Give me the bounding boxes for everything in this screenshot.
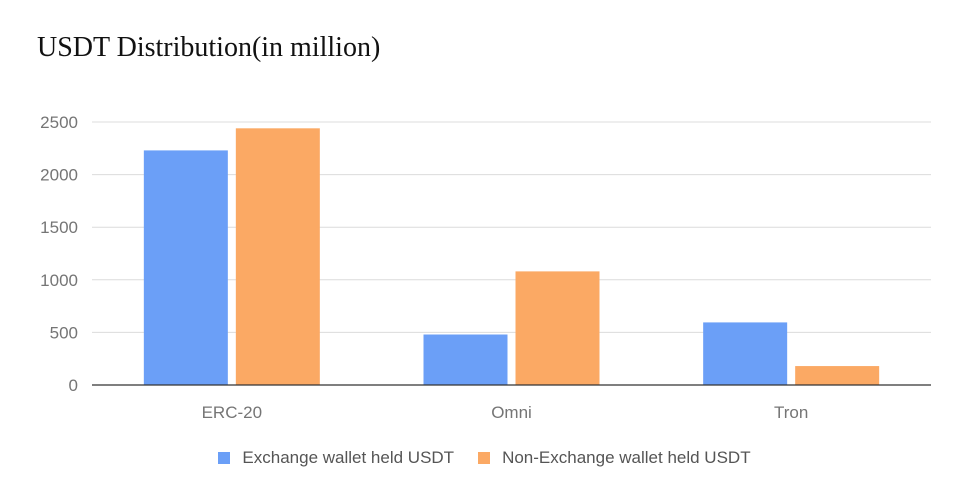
gridlines	[92, 121, 931, 333]
bar-tron-series-0	[703, 322, 788, 385]
legend-swatch-exchange	[218, 452, 231, 464]
x-tick-label: Omni	[491, 403, 532, 422]
chart-plot: 0 500 1000 1500 2000 2500 ERC-20 Omni Tron	[40, 113, 931, 422]
y-tick-label: 1000	[40, 271, 78, 290]
y-tick-label: 2000	[40, 166, 78, 185]
x-tick-label: Tron	[774, 403, 808, 422]
x-axis-labels: ERC-20 Omni Tron	[202, 403, 809, 422]
bar-erc-20-series-0	[143, 150, 228, 385]
y-tick-label: 1500	[40, 218, 78, 237]
bar-tron-series-1	[795, 366, 880, 385]
legend-item-exchange: Exchange wallet held USDT	[218, 448, 454, 468]
y-tick-label: 0	[69, 376, 78, 395]
bar-omni-series-1	[515, 271, 600, 385]
legend-label-non-exchange: Non-Exchange wallet held USDT	[502, 448, 751, 467]
legend-label-exchange: Exchange wallet held USDT	[242, 448, 455, 467]
x-tick-label: ERC-20	[202, 403, 262, 422]
y-tick-label: 500	[50, 323, 78, 342]
y-axis-ticks: 0 500 1000 1500 2000 2500	[40, 113, 78, 395]
bar-erc-20-series-1	[235, 128, 320, 385]
bars	[143, 128, 880, 385]
legend-swatch-non-exchange	[478, 452, 491, 464]
legend: Exchange wallet held USDT Non-Exchange w…	[0, 448, 969, 468]
chart-title: USDT Distribution(in million)	[37, 32, 381, 63]
bar-omni-series-0	[423, 334, 508, 385]
legend-item-non-exchange: Non-Exchange wallet held USDT	[478, 448, 751, 468]
y-tick-label: 2500	[40, 113, 78, 132]
